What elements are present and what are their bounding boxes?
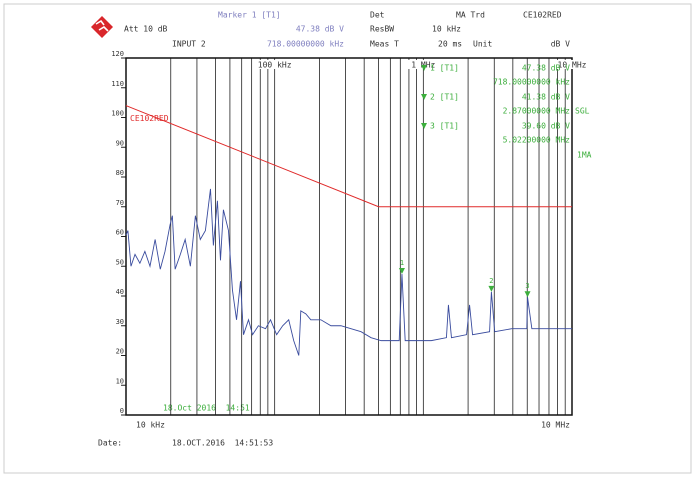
marker [398,268,405,275]
marker-tag: 3 [T1] [430,122,459,131]
sgl: SGL [575,107,590,116]
x-tick-label: 10 MHz [541,421,570,430]
y-tick-label: 30 [116,318,124,326]
y-tick-label: 20 [116,348,124,356]
rbw-label: ResBW [370,25,394,34]
y-tick-label: 50 [116,258,124,266]
marker-number: 1 [400,259,404,267]
unit-label: Unit [473,40,492,49]
plot-frame [125,57,573,416]
marker-list-icon [421,94,427,100]
marker [524,291,531,298]
det: MA Trd [456,11,485,20]
rbw: 10 kHz [432,25,461,34]
marker-number: 3 [525,282,529,290]
mode: 1MA [577,151,592,160]
det-label: Det [370,11,385,20]
meas-label: Meas T [370,40,399,49]
y-tick-label: 10 [116,377,124,385]
screen-border [3,3,692,474]
att: Att 10 dB [124,25,168,34]
limit-label: CE102RED [130,114,169,123]
marker-level: 47.38 dB V [296,25,344,34]
meas: 20 ms [438,40,462,49]
series-line [125,188,572,356]
y-tick-label: 80 [116,169,124,177]
x-tick-label: 10 kHz [136,421,165,430]
date: 18.OCT.2016 14:51:53 [172,439,273,448]
logo [91,16,113,38]
series-line [125,105,572,208]
y-tick-label: 90 [116,139,124,147]
y-tick-label: 60 [116,229,124,237]
y-tick-label: 40 [116,288,124,296]
stamp: 18.Oct 2016 14:51 [163,404,250,413]
y-tick-label: 120 [111,50,124,58]
marker-list-icon [421,123,427,129]
marker-freq-label: 5.02200000 MHz [503,136,571,145]
x-top-label: 10 MHz [558,61,587,70]
x-top-label: 100 kHz [258,61,292,70]
y-tick-label: 100 [111,110,124,118]
marker-freq-label: 2.87000000 MHz [503,107,571,116]
marker [488,285,495,292]
setup: CE102RED [523,11,562,20]
marker-title: Marker 1 [T1] [218,11,281,20]
x-top-label-bg [258,60,291,69]
y-tick-label: 70 [116,199,124,207]
marker-number: 2 [489,277,493,285]
input: INPUT 2 [172,40,206,49]
marker-freq-label: 718.00000000 kHz [493,78,570,87]
marker-list-icon [421,65,427,71]
y-tick-label: 110 [111,80,124,88]
date-label: Date: [98,439,122,448]
marker-tag: 1 [T1] [430,64,459,73]
marker-tag: 2 [T1] [430,93,459,102]
x-top-label-bg [407,60,440,69]
marker-level-label: 41.38 dB V [522,93,570,102]
x-top-label-bg [556,60,588,69]
y-tick-label: 0 [120,407,124,415]
marker-level-label: 39.60 dB V [522,122,570,131]
unit: dB V [551,40,570,49]
marker-freq: 718.00000000 kHz [267,40,344,49]
marker-level-label: 47.38 dB V [522,64,570,73]
